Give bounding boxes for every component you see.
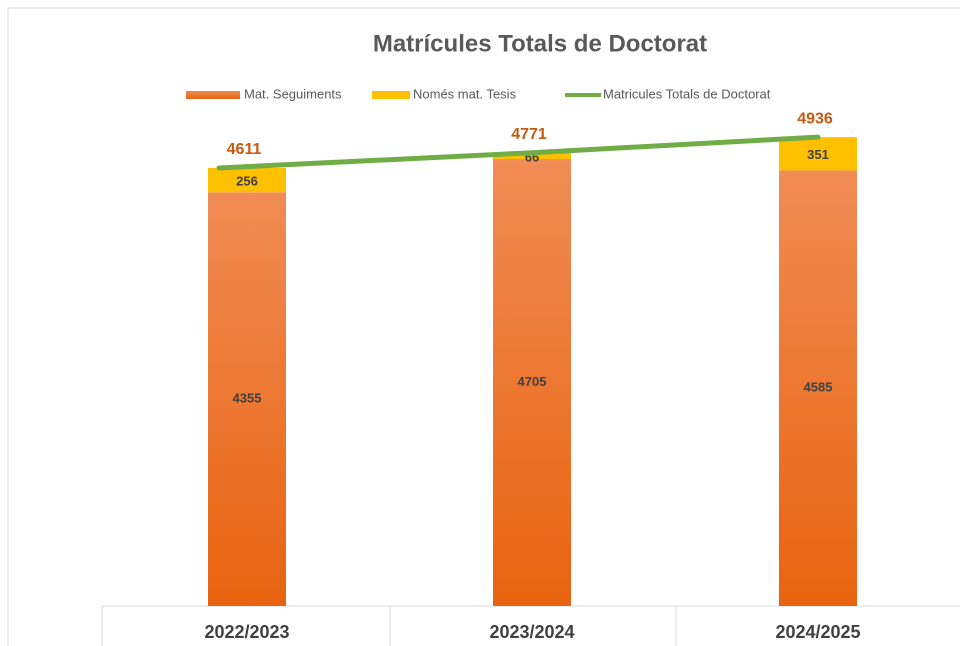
bar-segment <box>208 167 286 193</box>
chart-title: Matrícules Totals de Doctorat <box>373 30 707 57</box>
x-tick-label: 2024/2025 <box>775 622 860 642</box>
data-label: 4705 <box>518 374 547 389</box>
data-label: 351 <box>807 147 829 162</box>
legend-swatch <box>186 91 240 99</box>
bar-segment <box>208 192 286 606</box>
legend-swatch <box>372 91 410 99</box>
bar-segment <box>493 152 571 160</box>
bar-segment <box>493 159 571 606</box>
bar-segment <box>779 137 857 171</box>
data-label: 4355 <box>233 391 262 406</box>
x-tick-label: 2022/2023 <box>204 622 289 642</box>
total-label: 4611 <box>227 141 262 158</box>
data-label: 4585 <box>804 380 833 395</box>
line-series <box>216 134 821 171</box>
bar-segment <box>779 170 857 607</box>
legend-label: Matricules Totals de Doctorat <box>603 86 771 101</box>
legend-label: Només mat. Tesis <box>413 86 517 101</box>
total-label: 4936 <box>797 110 833 127</box>
legend-label: Mat. Seguiments <box>244 86 342 101</box>
data-label: 256 <box>236 174 258 189</box>
total-label: 4771 <box>511 126 547 143</box>
x-tick-label: 2023/2024 <box>489 622 574 642</box>
